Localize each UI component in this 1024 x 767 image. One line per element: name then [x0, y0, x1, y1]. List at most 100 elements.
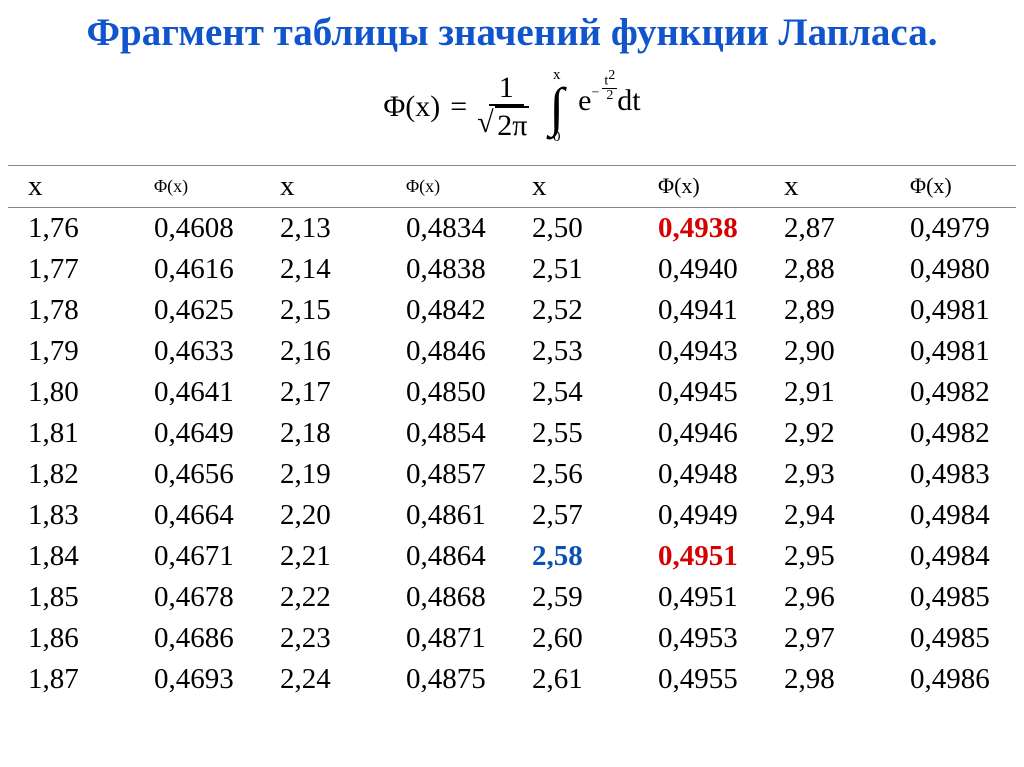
cell-phi: 0,4671 [134, 536, 260, 577]
cell-x: 2,93 [764, 454, 890, 495]
cell-x: 2,16 [260, 331, 386, 372]
cell-x: 2,96 [764, 577, 890, 618]
table-row: 1,790,46332,160,48462,530,49432,900,4981 [8, 331, 1016, 372]
cell-phi: 0,4985 [890, 577, 1016, 618]
exponent-neg: − [591, 85, 599, 100]
dt: dt [617, 84, 640, 117]
table-body: 1,760,46082,130,48342,500,49382,870,4979… [8, 207, 1016, 700]
table-row: 1,800,46412,170,48502,540,49452,910,4982 [8, 372, 1016, 413]
cell-x: 1,79 [8, 331, 134, 372]
cell-phi: 0,4656 [134, 454, 260, 495]
cell-x: 2,59 [512, 577, 638, 618]
col-header-phi: Φ(x) [386, 165, 512, 207]
cell-x: 2,15 [260, 290, 386, 331]
integrand: e−t22dt [578, 84, 640, 129]
cell-phi: 0,4948 [638, 454, 764, 495]
cell-phi: 0,4861 [386, 495, 512, 536]
cell-phi: 0,4980 [890, 249, 1016, 290]
exponent: −t22 [591, 81, 617, 116]
cell-phi: 0,4854 [386, 413, 512, 454]
cell-x: 2,87 [764, 207, 890, 249]
cell-phi: 0,4834 [386, 207, 512, 249]
laplace-table: xΦ(x)xΦ(x)xΦ(x)xΦ(x) 1,760,46082,130,483… [8, 165, 1016, 700]
col-header-x: x [8, 165, 134, 207]
cell-phi: 0,4984 [890, 536, 1016, 577]
cell-phi: 0,4985 [890, 618, 1016, 659]
cell-x: 2,88 [764, 249, 890, 290]
cell-phi: 0,4955 [638, 659, 764, 700]
cell-phi: 0,4940 [638, 249, 764, 290]
cell-x: 2,98 [764, 659, 890, 700]
exponent-frac: t22 [602, 69, 617, 104]
cell-x: 2,24 [260, 659, 386, 700]
cell-phi: 0,4938 [638, 207, 764, 249]
cell-phi: 0,4953 [638, 618, 764, 659]
fraction: 1 2π [477, 72, 535, 141]
cell-phi: 0,4871 [386, 618, 512, 659]
formula: Φ(x) = 1 2π x ∫ 0 e−t22dt [8, 69, 1016, 145]
cell-x: 1,80 [8, 372, 134, 413]
cell-phi: 0,4842 [386, 290, 512, 331]
cell-x: 1,82 [8, 454, 134, 495]
cell-x: 2,52 [512, 290, 638, 331]
cell-x: 1,78 [8, 290, 134, 331]
cell-phi: 0,4678 [134, 577, 260, 618]
cell-x: 1,83 [8, 495, 134, 536]
sqrt: 2π [483, 109, 529, 142]
equals-sign: = [450, 90, 467, 124]
table-row: 1,870,46932,240,48752,610,49552,980,4986 [8, 659, 1016, 700]
cell-x: 2,57 [512, 495, 638, 536]
col-header-x: x [260, 165, 386, 207]
table-row: 1,850,46782,220,48682,590,49512,960,4985 [8, 577, 1016, 618]
cell-x: 2,18 [260, 413, 386, 454]
cell-x: 1,76 [8, 207, 134, 249]
exponent-frac-num: t2 [602, 69, 617, 90]
col-header-phi: Φ(x) [890, 165, 1016, 207]
cell-x: 2,60 [512, 618, 638, 659]
cell-phi: 0,4846 [386, 331, 512, 372]
formula-lhs: Φ(x) [383, 90, 440, 124]
integral: x ∫ 0 [549, 69, 564, 145]
cell-x: 2,20 [260, 495, 386, 536]
cell-phi: 0,4982 [890, 372, 1016, 413]
col-header-x: x [764, 165, 890, 207]
cell-phi: 0,4983 [890, 454, 1016, 495]
col-header-phi: Φ(x) [134, 165, 260, 207]
cell-x: 2,91 [764, 372, 890, 413]
cell-x: 2,22 [260, 577, 386, 618]
cell-x: 2,54 [512, 372, 638, 413]
cell-x: 1,86 [8, 618, 134, 659]
cell-x: 2,89 [764, 290, 890, 331]
cell-x: 2,92 [764, 413, 890, 454]
col-header-x: x [512, 165, 638, 207]
cell-x: 2,53 [512, 331, 638, 372]
cell-x: 1,77 [8, 249, 134, 290]
cell-x: 1,84 [8, 536, 134, 577]
table-row: 1,810,46492,180,48542,550,49462,920,4982 [8, 413, 1016, 454]
cell-phi: 0,4850 [386, 372, 512, 413]
cell-x: 2,56 [512, 454, 638, 495]
fraction-numerator: 1 [489, 72, 524, 106]
cell-phi: 0,4649 [134, 413, 260, 454]
e-base: e [578, 84, 591, 117]
cell-x: 2,14 [260, 249, 386, 290]
cell-x: 2,95 [764, 536, 890, 577]
cell-phi: 0,4838 [386, 249, 512, 290]
cell-phi: 0,4625 [134, 290, 260, 331]
sqrt-radicand: 2π [495, 106, 529, 142]
cell-phi: 0,4616 [134, 249, 260, 290]
cell-phi: 0,4946 [638, 413, 764, 454]
cell-phi: 0,4982 [890, 413, 1016, 454]
cell-phi: 0,4686 [134, 618, 260, 659]
cell-phi: 0,4979 [890, 207, 1016, 249]
cell-x: 2,50 [512, 207, 638, 249]
cell-x: 2,51 [512, 249, 638, 290]
cell-x: 1,81 [8, 413, 134, 454]
cell-phi: 0,4981 [890, 331, 1016, 372]
cell-phi: 0,4693 [134, 659, 260, 700]
cell-phi: 0,4868 [386, 577, 512, 618]
cell-phi: 0,4981 [890, 290, 1016, 331]
cell-x: 1,85 [8, 577, 134, 618]
cell-x: 2,13 [260, 207, 386, 249]
table-row: 1,840,46712,210,48642,580,49512,950,4984 [8, 536, 1016, 577]
